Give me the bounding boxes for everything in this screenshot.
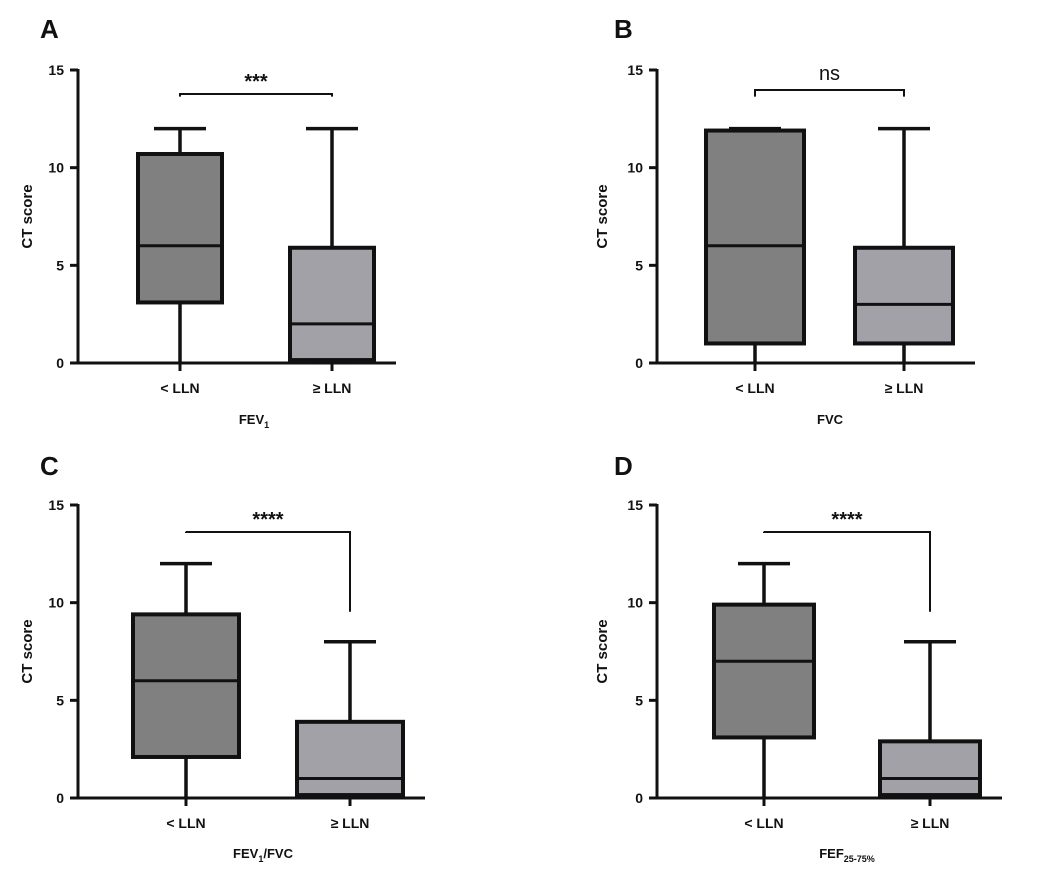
- x-axis-title: FEF25-75%: [819, 846, 875, 864]
- y-axis-title: CT score: [19, 619, 36, 683]
- y-axis-title: CT score: [594, 619, 611, 683]
- x-title-main: FEV: [239, 412, 265, 427]
- box-below-lln: < LLN: [704, 126, 806, 396]
- iqr-box: [712, 602, 816, 740]
- significance-bracket: ns: [754, 63, 905, 97]
- panel-letter: C: [40, 451, 59, 481]
- significance-bracket: ***: [179, 71, 333, 97]
- significance-label: ****: [252, 509, 283, 531]
- y-tick-label: 0: [56, 790, 64, 806]
- iqr-box: [853, 245, 955, 346]
- x-title-main: FEV: [233, 846, 259, 861]
- x-axis-title: FVC: [817, 412, 844, 427]
- box-below-lln: < LLN: [712, 561, 816, 831]
- bracket-line: [754, 89, 905, 97]
- box-above-lln: ≥ LLN: [878, 639, 982, 831]
- x-title-subscript: 1: [264, 420, 269, 430]
- y-tick-label: 0: [635, 355, 643, 371]
- iqr-box: [878, 739, 982, 798]
- category-label: ≥ LLN: [911, 815, 950, 831]
- category-label: < LLN: [166, 815, 205, 831]
- y-tick-label: 5: [635, 257, 643, 273]
- significance-label: ****: [831, 509, 862, 531]
- iqr-box: [136, 151, 224, 305]
- x-axis-title: FEV1: [239, 412, 269, 430]
- panel-letter: D: [614, 451, 633, 481]
- y-tick-label: 5: [56, 257, 64, 273]
- box-below-lln: < LLN: [131, 561, 241, 831]
- x-title-subscript: 25-75%: [844, 854, 875, 864]
- panel-a: A 0 5 10 15 CT score < LLN ≥ LLN *** FEV1: [19, 14, 396, 430]
- x-title-main: FEF: [819, 846, 844, 861]
- y-axis-title: CT score: [19, 184, 36, 248]
- panel-d: D 0 5 10 15 CT score < LLN ≥ LLN **** FEF25-75%: [594, 451, 1002, 864]
- category-label: ≥ LLN: [313, 380, 352, 396]
- panel-c: C 0 5 10 15 CT score < LLN ≥ LLN **** FEV1/FVC: [19, 451, 425, 864]
- panel-b: B 0 5 10 15 CT score < LLN ≥ LLN ns FVC: [594, 14, 975, 427]
- y-tick-label: 10: [627, 160, 643, 176]
- category-label: < LLN: [744, 815, 783, 831]
- y-tick-label: 0: [56, 355, 64, 371]
- x-title-main: FVC: [817, 412, 844, 427]
- y-axis-title: CT score: [594, 184, 611, 248]
- bracket-line: [763, 531, 931, 612]
- box-above-lln: ≥ LLN: [288, 126, 376, 396]
- x-title-subscript: 1: [258, 854, 263, 864]
- y-tick-label: 5: [635, 692, 643, 708]
- y-tick-label: 15: [48, 497, 64, 513]
- box-below-lln: < LLN: [136, 126, 224, 396]
- category-label: < LLN: [735, 380, 774, 396]
- significance-label: ns: [819, 63, 840, 85]
- y-tick-label: 5: [56, 692, 64, 708]
- y-tick-label: 10: [48, 595, 64, 611]
- y-tick-label: 10: [48, 160, 64, 176]
- iqr-box: [131, 612, 241, 759]
- iqr-box: [295, 719, 405, 798]
- y-tick-label: 0: [635, 790, 643, 806]
- panel-letter: A: [40, 14, 59, 44]
- category-label: ≥ LLN: [331, 815, 370, 831]
- box-above-lln: ≥ LLN: [295, 639, 405, 831]
- category-label: ≥ LLN: [885, 380, 924, 396]
- category-label: < LLN: [160, 380, 199, 396]
- significance-bracket: ****: [763, 509, 931, 612]
- iqr-box: [704, 128, 806, 346]
- y-tick-label: 10: [627, 595, 643, 611]
- y-tick-label: 15: [48, 62, 64, 78]
- box-above-lln: ≥ LLN: [853, 126, 955, 396]
- bracket-line: [179, 93, 333, 97]
- y-tick-label: 15: [627, 497, 643, 513]
- x-title-tail: /FVC: [263, 846, 293, 861]
- panel-letter: B: [614, 14, 633, 44]
- iqr-box: [288, 245, 376, 363]
- significance-label: ***: [244, 71, 268, 93]
- x-axis-title: FEV1/FVC: [233, 846, 294, 864]
- significance-bracket: ****: [185, 509, 351, 612]
- y-tick-label: 15: [627, 62, 643, 78]
- bracket-line: [185, 531, 351, 612]
